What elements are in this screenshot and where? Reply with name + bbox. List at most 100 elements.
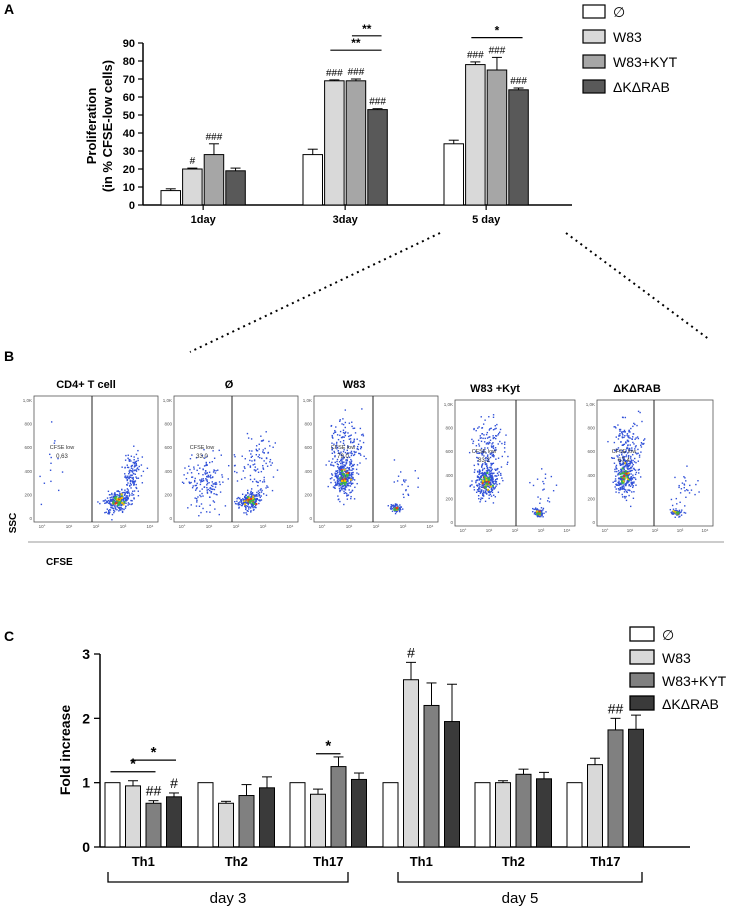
flow-event-dense [621,481,624,484]
flow-event-dot [486,437,489,439]
flow-event-dot [536,514,538,517]
flow-event-dot [477,452,480,454]
flow-event-dot [625,455,627,458]
flow-event-dot [617,424,619,426]
flow-event-dot [488,436,490,438]
flow-event-dot [127,504,129,506]
flow-event-dot [135,462,137,465]
flow-event-dot [476,484,479,487]
flow-event-dot [407,485,409,488]
flow-event-dot [628,465,630,467]
flow-event-dot [506,461,509,464]
flow-event-dot [497,491,500,493]
flow-xtick-label: 10³ [538,528,545,533]
flow-event-dot [354,451,356,454]
flow-event-dot [618,491,620,494]
flow-event-dense [250,497,253,500]
flow-event-dot [112,496,114,499]
flow-event-dot [360,434,363,436]
flow-event-dot [496,468,498,471]
flow-event-dot [625,454,628,456]
flow-event-dot [478,426,480,428]
flow-event-dot [339,471,342,474]
flow-event-dot [121,466,123,468]
flow-event-dot [219,483,221,486]
flow-event-dot [331,461,333,464]
flow-event-dot [116,494,119,496]
flow-event-dot [262,493,265,495]
flow-event-dot [618,489,620,491]
flow-event-dot [347,476,349,478]
flow-event-dot [213,469,216,472]
flow-event-dot [336,434,339,436]
flow-event-dot [258,495,260,497]
flow-event-dot [487,469,489,471]
flow-event-dot [626,446,628,449]
flow-event-dot [244,498,247,500]
flow-event-dot [250,491,252,494]
flow-event-dot [630,449,633,452]
flow-event-dot [209,461,211,464]
panel-a-chart: Proliferation (in % CFSE-low cells) 0102… [84,4,678,226]
flow-event-dot [483,483,486,486]
flow-event-dot [110,506,112,509]
flow-event-dot [537,509,540,511]
flow-event-dot [124,493,126,496]
flow-event-dot [216,494,218,496]
flow-xtick-label: 10⁴ [147,524,154,529]
flow-event-dot [495,485,497,487]
flow-event-dot [200,481,202,483]
panel-a-ylabel-line2: (in % CFSE-low cells) [100,60,115,192]
flow-event-dot [496,478,498,480]
flow-event-dot [238,497,241,500]
flow-event-dot [502,479,504,482]
flow-event-dot [339,500,341,503]
flow-event-dot [679,492,682,494]
flow-event-dot [630,482,632,484]
flow-event-dot [351,468,354,470]
flow-event-dot [129,482,132,485]
flow-event-dot [325,464,327,466]
flow-event-dot [132,461,134,464]
flow-event-dot [119,509,121,511]
flow-event-dense [345,472,348,475]
flow-event-dot [188,481,190,483]
flow-event-dot [201,488,203,490]
flow-event-dot [532,484,535,487]
flow-event-dot [334,431,336,434]
flow-event-dot [627,480,630,482]
flow-plot-frame [173,395,299,523]
flow-event-dot [123,497,125,500]
flow-xtick-label: 10¹ [346,524,353,529]
flow-axis-y: SSC [8,513,19,534]
flow-event-dot [333,479,335,481]
panel-c-bar [628,728,644,848]
flow-event-dot [142,470,145,473]
panel-a-ytick-label: 40 [123,128,135,140]
flow-event-dot [129,485,131,487]
flow-event-dot [622,459,625,461]
flow-event-dot [481,474,484,476]
flow-event-dot [405,479,407,481]
flow-event-dot [256,497,259,500]
flow-event-dot [485,474,488,477]
flow-event-dot [619,428,622,431]
flow-event-dot [362,433,364,435]
flow-event-dot [356,464,359,466]
flow-event-dot [489,436,491,438]
flow-event-dot [631,447,633,449]
flow-event-dot [482,490,485,492]
flow-event-dot [617,470,620,472]
flow-event-dot [135,460,138,463]
flow-ytick-label: 1,0K [23,398,32,403]
flow-event-dot [331,446,334,449]
flow-event-dot [492,445,494,448]
flow-event-dot [341,465,343,467]
panel-c-xtick-label: Th17 [313,854,343,869]
flow-event-dot [397,505,399,507]
flow-event-dot [134,473,136,475]
flow-event-dot [124,476,126,478]
flow-event-dot [622,457,624,459]
panel-c-legend-swatch [629,672,655,688]
flow-event-dot [332,458,334,460]
